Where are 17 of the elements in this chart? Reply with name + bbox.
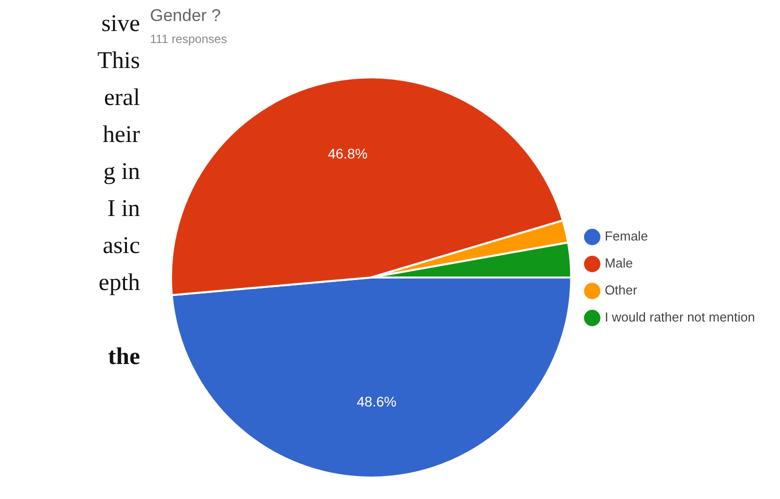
legend-label: Female	[604, 228, 648, 244]
data-label: 46.8%	[328, 146, 368, 162]
text: asic	[102, 232, 140, 261]
legend-label: Other	[604, 282, 638, 298]
text: g in	[102, 158, 140, 187]
data-label: 48.6%	[356, 393, 396, 410]
chart-subtitle: 111 responses	[150, 32, 227, 46]
text: eral	[103, 84, 140, 113]
text: sive	[100, 10, 140, 39]
text: the	[107, 343, 140, 372]
text: This	[96, 47, 140, 76]
text: epth	[98, 269, 140, 298]
text: heir	[102, 121, 140, 150]
legend-label: I would rather not mention	[604, 310, 756, 325]
text: I in	[106, 195, 140, 224]
chart-title: Gender ?	[150, 6, 221, 26]
legend-label: Male	[604, 256, 633, 271]
